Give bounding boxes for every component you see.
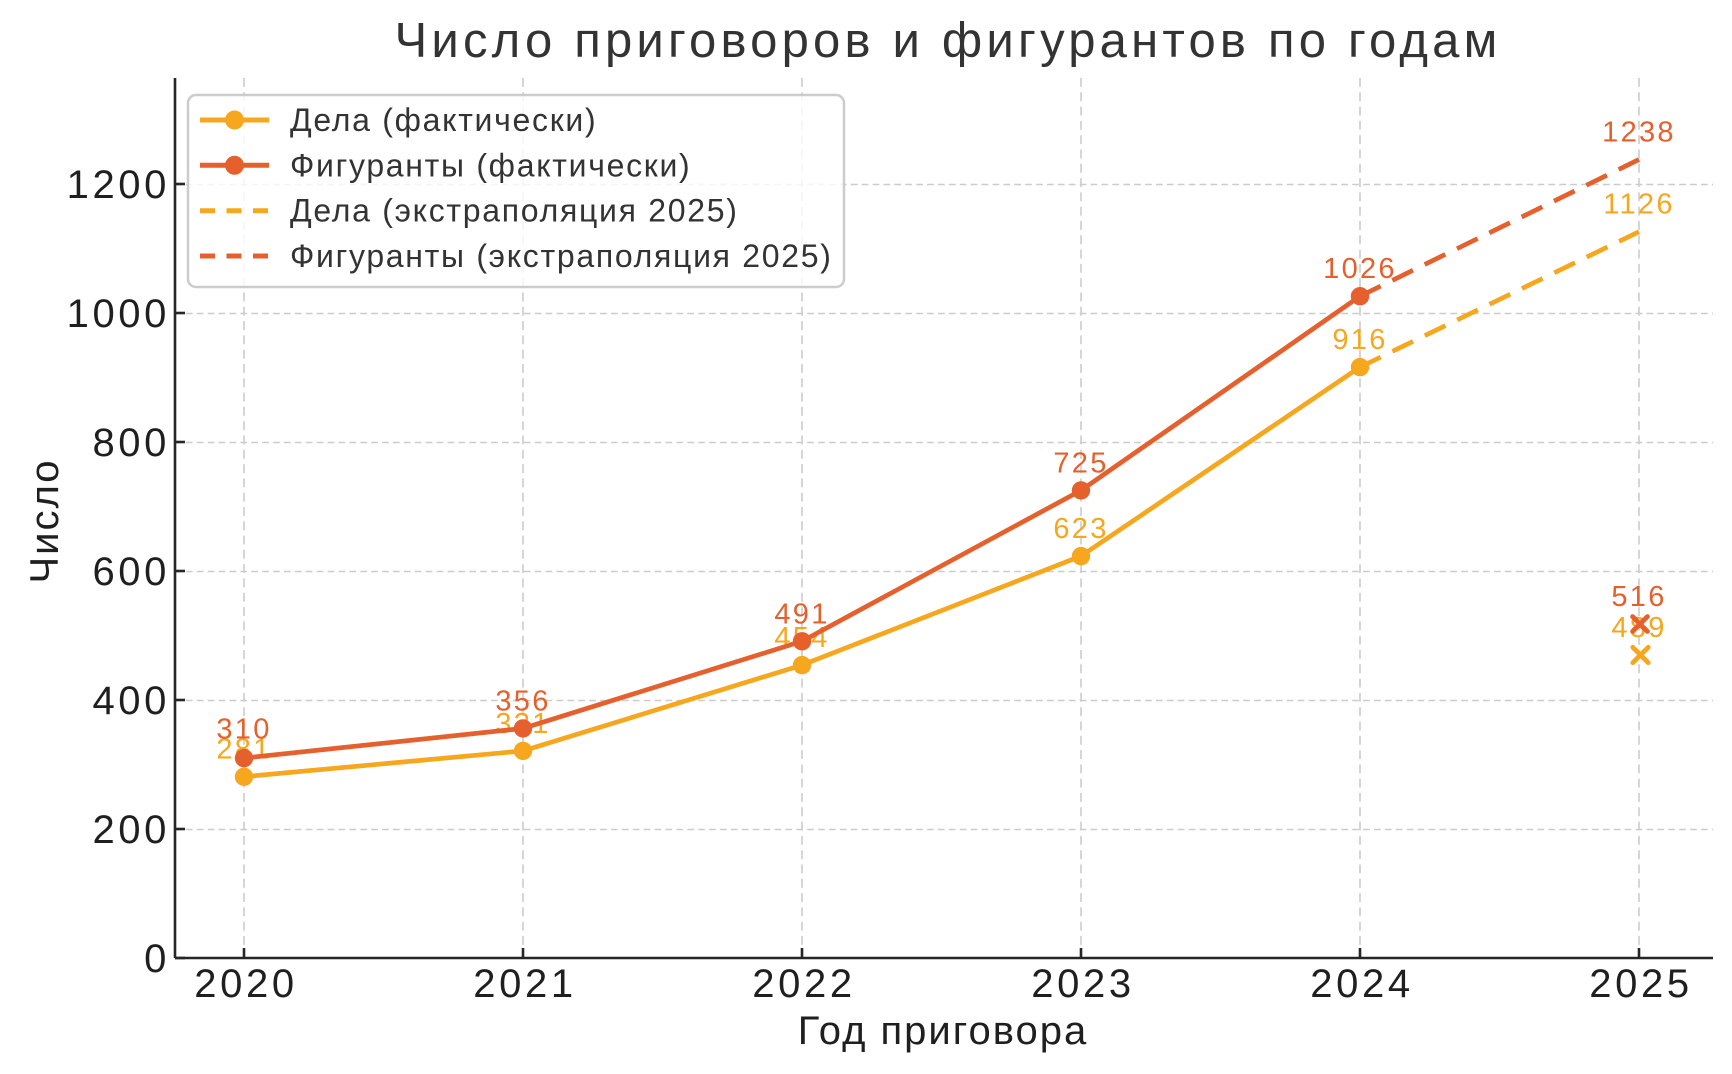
svg-text:356: 356 — [495, 685, 550, 717]
svg-text:Дела (фактически): Дела (фактически) — [290, 102, 597, 138]
svg-text:516: 516 — [1611, 581, 1666, 613]
svg-text:1000: 1000 — [67, 292, 170, 336]
svg-text:1026: 1026 — [1323, 253, 1397, 285]
svg-text:2021: 2021 — [473, 962, 576, 1006]
svg-text:2025: 2025 — [1589, 962, 1692, 1006]
svg-text:800: 800 — [92, 421, 170, 465]
svg-text:200: 200 — [92, 808, 170, 852]
svg-text:Фигуранты (фактически): Фигуранты (фактически) — [290, 147, 691, 183]
svg-text:Фигуранты (экстраполяция 2025): Фигуранты (экстраполяция 2025) — [290, 238, 833, 274]
svg-text:Год приговора: Год приговора — [798, 1009, 1089, 1053]
svg-text:623: 623 — [1053, 513, 1108, 545]
svg-text:2023: 2023 — [1031, 962, 1134, 1006]
svg-text:2022: 2022 — [752, 962, 855, 1006]
svg-text:0: 0 — [144, 937, 170, 981]
svg-text:725: 725 — [1053, 447, 1108, 479]
svg-text:916: 916 — [1332, 324, 1387, 356]
svg-text:600: 600 — [92, 550, 170, 594]
svg-text:1200: 1200 — [67, 163, 170, 207]
svg-text:Дела (экстраполяция 2025): Дела (экстраполяция 2025) — [290, 193, 739, 229]
svg-text:2024: 2024 — [1310, 962, 1413, 1006]
svg-text:491: 491 — [774, 598, 829, 630]
svg-text:Число: Число — [23, 458, 67, 583]
svg-text:1126: 1126 — [1603, 189, 1675, 221]
svg-text:400: 400 — [92, 679, 170, 723]
svg-text:310: 310 — [216, 714, 271, 746]
svg-text:Число приговоров и фигурантов: Число приговоров и фигурантов по годам — [395, 14, 1502, 68]
svg-text:2020: 2020 — [194, 962, 297, 1006]
svg-text:1238: 1238 — [1602, 117, 1676, 149]
